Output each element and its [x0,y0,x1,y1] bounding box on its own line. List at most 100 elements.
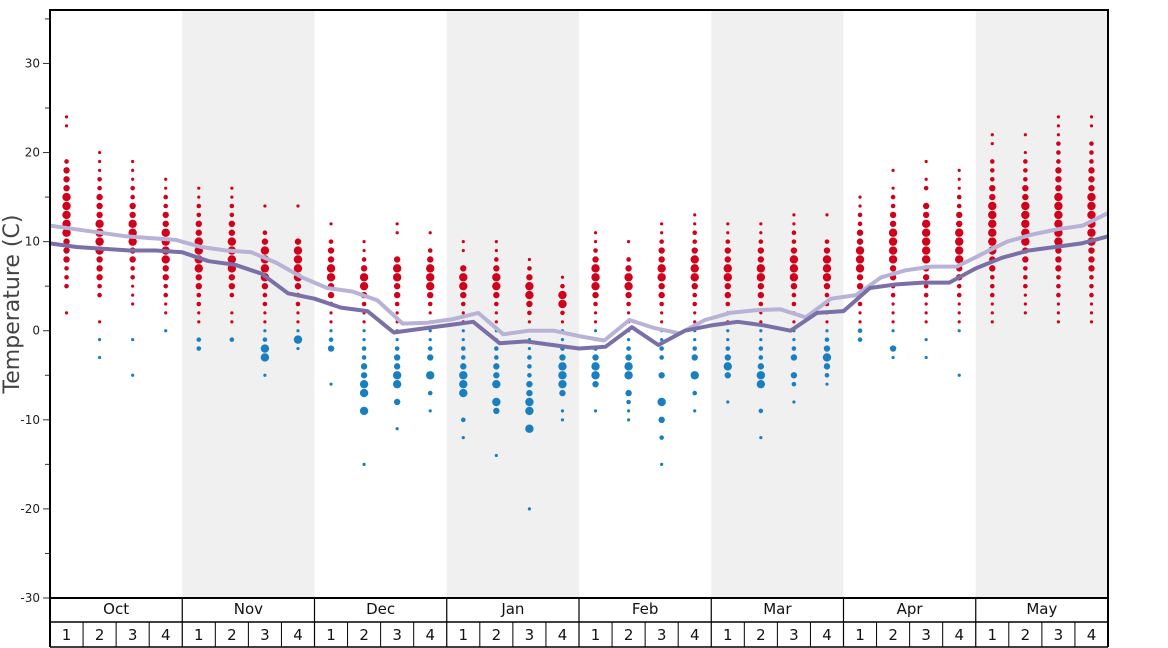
temperature-point [1054,237,1063,246]
temperature-point [393,256,401,263]
temperature-point [856,229,864,236]
temperature-point [129,256,136,263]
temperature-point [1055,167,1062,174]
temperature-point [427,354,434,361]
temperature-point [789,264,799,273]
temperature-point [990,133,994,137]
temperature-point [591,362,600,371]
temperature-point [891,311,895,315]
temperature-point [593,409,598,413]
temperature-point [62,210,71,220]
temperature-point [726,400,730,404]
temperature-point [624,273,633,282]
temperature-point [955,228,964,237]
temperature-point [263,320,267,324]
temperature-point [1023,274,1028,280]
temperature-point [725,301,731,307]
temperature-point [624,362,633,371]
temperature-point [691,354,698,361]
temperature-point [593,320,598,324]
temperature-point [460,363,467,370]
temperature-point [593,231,598,235]
temperature-point [1023,266,1028,271]
temperature-point [460,346,466,351]
temperature-point [626,418,631,422]
temperature-point [362,329,366,333]
temperature-point [692,230,698,236]
temperature-point [1089,311,1094,315]
temperature-point [822,273,832,282]
temperature-point [525,424,534,433]
week-label: 2 [624,626,634,644]
week-label: 2 [227,626,237,644]
temperature-point [823,282,831,290]
temperature-point [657,264,666,273]
week-label: 3 [392,626,402,644]
temperature-point [725,239,731,244]
temperature-point [1023,176,1028,182]
temperature-point [461,240,465,244]
y-axis: 30 20 10 0 -10 -20 -30 [20,18,50,605]
temperature-point [1023,133,1027,137]
temperature-point [1088,265,1095,272]
temperature-point [527,257,532,262]
temperature-point [855,246,865,255]
temperature-point [724,247,731,254]
temperature-point [792,400,796,404]
temperature-point [858,195,862,199]
temperature-point [261,282,269,290]
temperature-point [626,311,631,315]
temperature-point [1021,219,1030,229]
temperature-point [395,222,399,226]
temperature-point [956,220,963,228]
temperature-point [131,293,135,297]
temperature-point [525,406,534,416]
week-label: 3 [657,626,667,644]
temperature-point [395,338,399,342]
temperature-point [64,311,69,315]
temperature-point [923,283,929,289]
temperature-point [558,379,567,389]
temperature-point [856,274,864,281]
temperature-point [889,211,897,219]
temperature-point [957,168,961,172]
temperature-point [131,284,135,288]
temperature-point [329,222,333,226]
temperature-point [593,311,598,315]
temperature-point [1089,141,1094,146]
temperature-point [164,186,168,190]
temperature-point [1056,311,1061,315]
temperature-point [328,337,334,342]
temperature-point [692,390,698,396]
temperature-point [591,281,600,291]
temperature-point [889,220,897,228]
temperature-point [360,265,368,272]
month-shade [446,10,579,598]
temperature-point [591,371,600,380]
temperature-point [790,372,798,379]
temperature-point [924,338,928,342]
temperature-point [1055,184,1062,192]
temperature-point [427,390,433,396]
temperature-point [527,507,532,511]
temperature-point [857,301,863,307]
temperature-point [164,302,168,306]
temperature-point [196,346,202,351]
week-label: 1 [723,626,733,644]
temperature-point [823,363,831,370]
temperature-point [229,337,235,342]
temperature-point [227,237,237,246]
temperature-point [757,363,765,370]
temperature-point [724,354,731,361]
temperature-point [362,338,366,342]
temperature-point [459,371,468,380]
week-label: 3 [789,626,799,644]
temperature-point [1089,320,1094,324]
temperature-point [989,292,995,298]
temperature-point [693,320,697,324]
temperature-point [163,283,169,289]
temperature-point [197,320,201,324]
temperature-point [956,194,962,200]
temperature-point [624,281,633,291]
temperature-point [989,184,996,192]
